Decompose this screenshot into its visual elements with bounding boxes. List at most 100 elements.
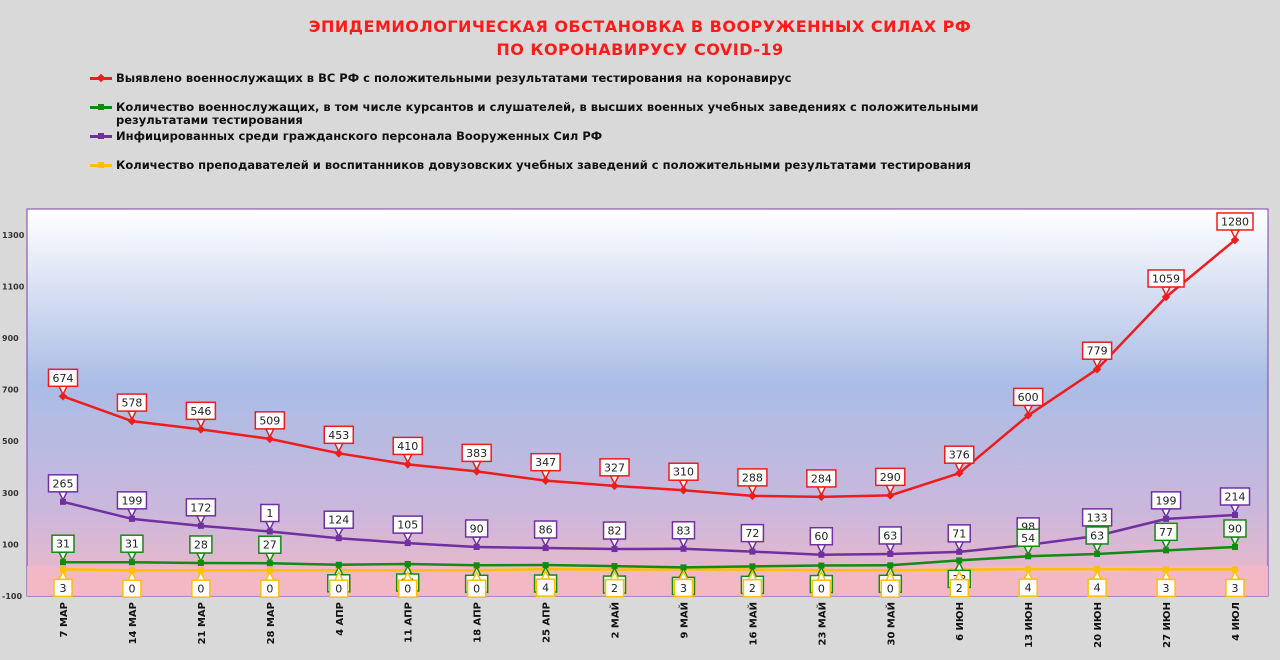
data-label-box — [260, 503, 280, 523]
data-label-yellow: 3 — [1156, 569, 1176, 598]
data-label-purple: 71 — [947, 524, 971, 552]
chart-title-line2: ПО КОРОНАВИРУСУ COVID-19 — [496, 40, 784, 59]
data-point — [1232, 566, 1238, 573]
legend-marker-purple — [98, 133, 104, 139]
data-label-text: 3 — [1163, 582, 1170, 595]
data-label-red: 453 — [323, 425, 355, 454]
data-point — [404, 540, 411, 547]
x-tick-label: 23 МАЙ — [815, 602, 828, 645]
data-point — [541, 476, 550, 485]
data-point — [1163, 515, 1170, 522]
data-label-red: 546 — [185, 401, 217, 430]
data-point — [611, 563, 618, 570]
data-label-box — [260, 579, 280, 598]
data-point — [1232, 511, 1238, 518]
legend-label-purple: Инфицированных среди гражданского персон… — [116, 129, 603, 143]
data-label-box — [1081, 508, 1113, 527]
data-label-box — [533, 520, 558, 539]
data-label-box — [1147, 269, 1185, 288]
data-label-box — [947, 524, 971, 543]
data-label-red: 674 — [47, 368, 79, 396]
data-label-box — [535, 578, 556, 597]
data-label-box — [668, 462, 699, 481]
data-label-box — [47, 368, 79, 388]
data-label-text: 124 — [328, 514, 349, 527]
data-label-box — [51, 534, 75, 553]
data-label-box — [530, 452, 561, 472]
data-label-text: 290 — [880, 471, 901, 484]
data-point — [1161, 292, 1171, 302]
data-label-text: 0 — [404, 583, 411, 596]
data-point — [128, 567, 135, 574]
data-label-purple: 60 — [809, 526, 834, 555]
data-label-text: 27 — [263, 539, 277, 552]
data-label-box — [392, 515, 423, 534]
data-label-text: 63 — [1090, 529, 1104, 542]
data-label-box — [1150, 491, 1182, 510]
data-label-box — [602, 521, 627, 540]
x-tick-label: 25 АПР — [542, 602, 553, 643]
data-label-box — [806, 469, 837, 488]
data-label-box — [392, 436, 423, 456]
data-label-red: 347 — [530, 452, 561, 481]
data-point — [128, 559, 135, 566]
data-point — [1163, 566, 1170, 573]
series-line — [62, 238, 1236, 499]
data-label-text: 1 — [266, 507, 273, 520]
x-tick-label: 30 МАЙ — [884, 602, 897, 645]
data-label-text: 72 — [745, 527, 759, 540]
y-tick-label: 1100 — [2, 282, 25, 291]
data-label-box — [1156, 578, 1176, 598]
y-tick-label: 300 — [2, 489, 19, 498]
data-label-text: 86 — [539, 524, 553, 537]
data-point — [335, 535, 342, 542]
data-label-green: 77 — [1154, 522, 1178, 551]
x-tick-label: 13 ИЮН — [1024, 602, 1035, 648]
data-label-box — [1085, 526, 1109, 545]
data-point — [818, 562, 825, 569]
y-tick-label: 500 — [2, 437, 19, 446]
data-label-green: 27 — [258, 535, 282, 563]
data-point — [1025, 566, 1032, 573]
data-label-box — [323, 510, 355, 529]
data-point — [1025, 553, 1032, 560]
x-tick-label: 27 ИЮН — [1162, 602, 1173, 648]
data-label-box — [185, 498, 217, 517]
data-label-text: 600 — [1018, 391, 1039, 404]
y-tick-label: 100 — [2, 540, 19, 549]
data-label-text: 133 — [1087, 511, 1108, 524]
data-label-red: 509 — [254, 411, 286, 439]
data-label-purple: 86 — [533, 520, 558, 548]
x-tick-label: 4 АПР — [335, 602, 346, 636]
data-label-text: 172 — [190, 501, 211, 514]
data-label-text: 90 — [1228, 522, 1242, 535]
data-label-text: 82 — [608, 525, 622, 538]
data-label-yellow: 3 — [1225, 569, 1245, 598]
data-label-red: 376 — [943, 445, 975, 473]
data-label-text: 0 — [887, 583, 894, 596]
data-label-box — [1154, 522, 1178, 542]
data-point — [196, 425, 206, 434]
x-tick-label: 2 МАЙ — [609, 602, 622, 639]
data-label-green: 31 — [51, 534, 75, 562]
data-point — [956, 557, 963, 564]
plot-area — [26, 208, 1269, 597]
data-label-text: 0 — [335, 583, 342, 596]
data-point — [1232, 543, 1238, 550]
data-label-box — [1018, 578, 1038, 597]
data-point — [197, 559, 204, 566]
data-label-text: 0 — [197, 583, 204, 596]
data-label-red: 327 — [599, 458, 630, 486]
data-label-red: 288 — [737, 468, 768, 496]
data-point — [954, 468, 964, 478]
data-point — [266, 560, 273, 567]
data-label-text: 2 — [956, 582, 963, 595]
data-point — [265, 434, 275, 444]
y-tick-label: -100 — [2, 592, 22, 601]
data-label-text: 578 — [121, 397, 142, 410]
data-label-text: 383 — [466, 447, 487, 460]
data-point — [542, 562, 549, 569]
data-label-purple: 72 — [740, 523, 765, 552]
data-label-purple: 1 — [260, 503, 280, 532]
data-label-purple: 105 — [392, 515, 423, 543]
